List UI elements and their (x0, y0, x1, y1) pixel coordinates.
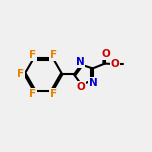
Text: N: N (76, 57, 85, 67)
Text: N: N (89, 78, 98, 88)
Text: F: F (29, 89, 37, 99)
Text: F: F (17, 69, 24, 79)
Text: O: O (111, 59, 120, 69)
Text: O: O (101, 49, 110, 59)
Text: F: F (29, 50, 37, 60)
Text: O: O (77, 82, 86, 92)
Text: F: F (50, 50, 57, 60)
Text: F: F (50, 89, 57, 99)
